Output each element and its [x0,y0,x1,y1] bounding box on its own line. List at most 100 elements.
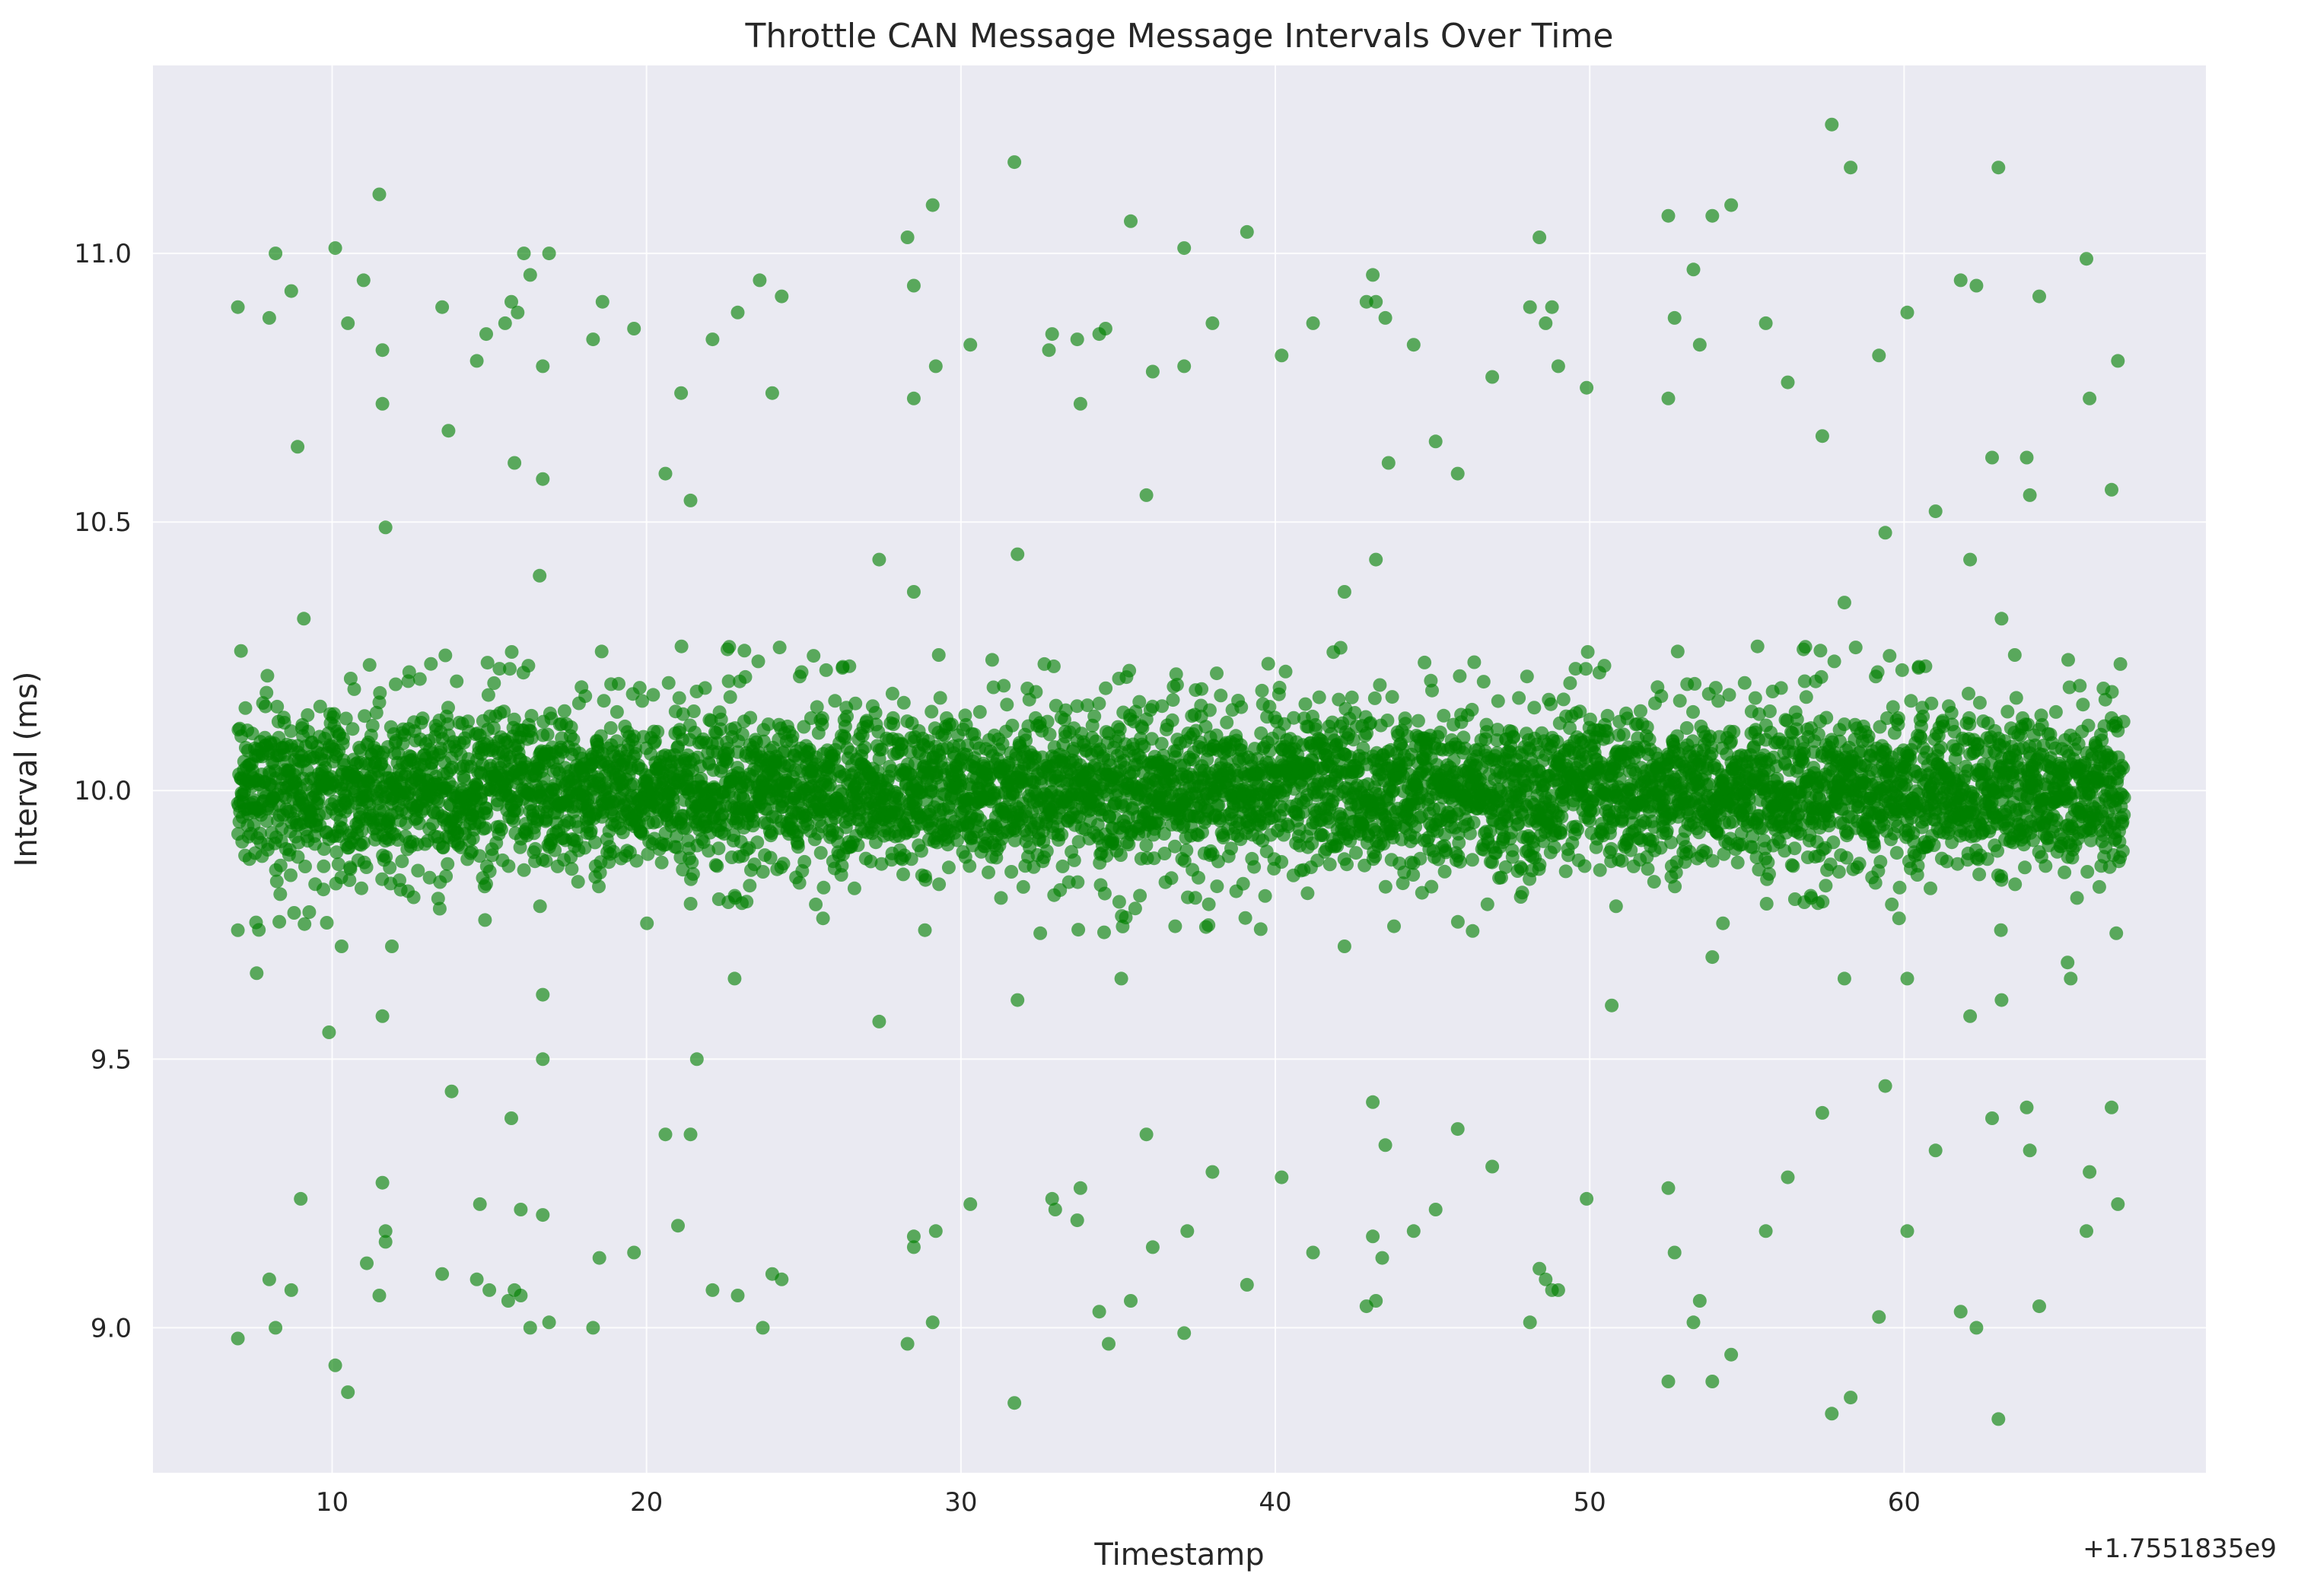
data-point [1367,691,1382,705]
data-point [345,722,360,736]
data-point [481,688,495,702]
data-point [342,873,357,887]
data-point [626,777,640,791]
data-point [1527,701,1542,715]
data-point [1688,676,1702,691]
data-point [672,691,686,705]
data-point [685,855,699,870]
data-point [997,679,1011,693]
data-point [501,859,516,873]
data-point [492,662,507,676]
data-point [578,689,593,704]
data-point [507,712,521,726]
data-point [486,721,501,735]
data-point [592,879,606,894]
data-point [816,911,830,926]
data-point [1679,721,1694,735]
data-point [1453,854,1467,869]
data-point [450,674,464,688]
data-point [1214,688,1228,703]
data-point [503,662,517,676]
data-point [528,841,543,856]
data-point [539,854,553,868]
data-point [1418,655,1432,669]
data-point [485,848,499,863]
data-point [269,874,284,889]
data-point [1476,675,1491,689]
data-point [646,688,660,702]
data-point [1112,722,1127,736]
data-point [1261,657,1275,671]
data-point [868,706,883,720]
data-point [1787,841,1802,856]
data-point [666,800,680,815]
data-point [813,846,828,860]
data-point [389,677,403,691]
data-point [1019,733,1033,748]
data-point [763,850,778,865]
data-point [1512,691,1526,705]
data-point [533,899,547,914]
data-point [1128,901,1142,916]
data-point [1480,897,1494,911]
data-point [794,665,809,679]
data-point [479,806,494,821]
data-point [1179,843,1194,857]
data-point [1533,857,1547,872]
data-point [597,694,611,708]
data-point [1634,704,1647,718]
data-point [1253,922,1268,936]
data-point [524,730,539,745]
data-point [1759,897,1774,911]
data-point [776,857,791,871]
data-point [504,645,519,659]
data-point [698,681,712,695]
data-point [1166,693,1180,707]
data-point [548,843,562,857]
data-point [848,696,863,711]
data-point [373,685,387,700]
data-point [1087,709,1102,723]
data-point [723,690,737,704]
data-point [1577,859,1592,873]
data-point [362,658,377,672]
data-point [517,863,531,877]
data-point [1450,914,1465,929]
data-point [1202,703,1217,717]
data-point [1466,815,1481,830]
data-point [557,704,571,718]
data-point [722,640,737,654]
data-point [1716,916,1730,930]
data-point [1005,718,1020,733]
data-point [1654,689,1669,704]
data-point [441,717,455,731]
data-point [1168,919,1182,933]
data-point [1380,714,1395,727]
data-point [914,844,928,858]
data-point [355,881,368,895]
data-point [1558,864,1573,879]
data-point [1378,879,1392,894]
data-point [439,869,454,883]
data-point [1544,697,1558,711]
data-point [1686,704,1700,719]
data-point [593,866,607,880]
data-point [432,901,447,916]
data-point [1192,870,1205,885]
data-point [640,916,654,930]
data-point [436,841,450,855]
data-point [918,923,932,937]
data-point [524,708,539,723]
data-point [1122,663,1137,678]
data-point [1202,897,1216,911]
data-point [343,672,358,685]
data-point [1491,694,1505,708]
data-point [1029,685,1043,699]
data-point [1133,889,1147,903]
data-point [1340,857,1354,872]
data-point [1597,659,1612,673]
data-point [487,676,501,690]
data-point [1385,690,1399,704]
data-point [1004,865,1019,879]
data-point [756,865,770,879]
